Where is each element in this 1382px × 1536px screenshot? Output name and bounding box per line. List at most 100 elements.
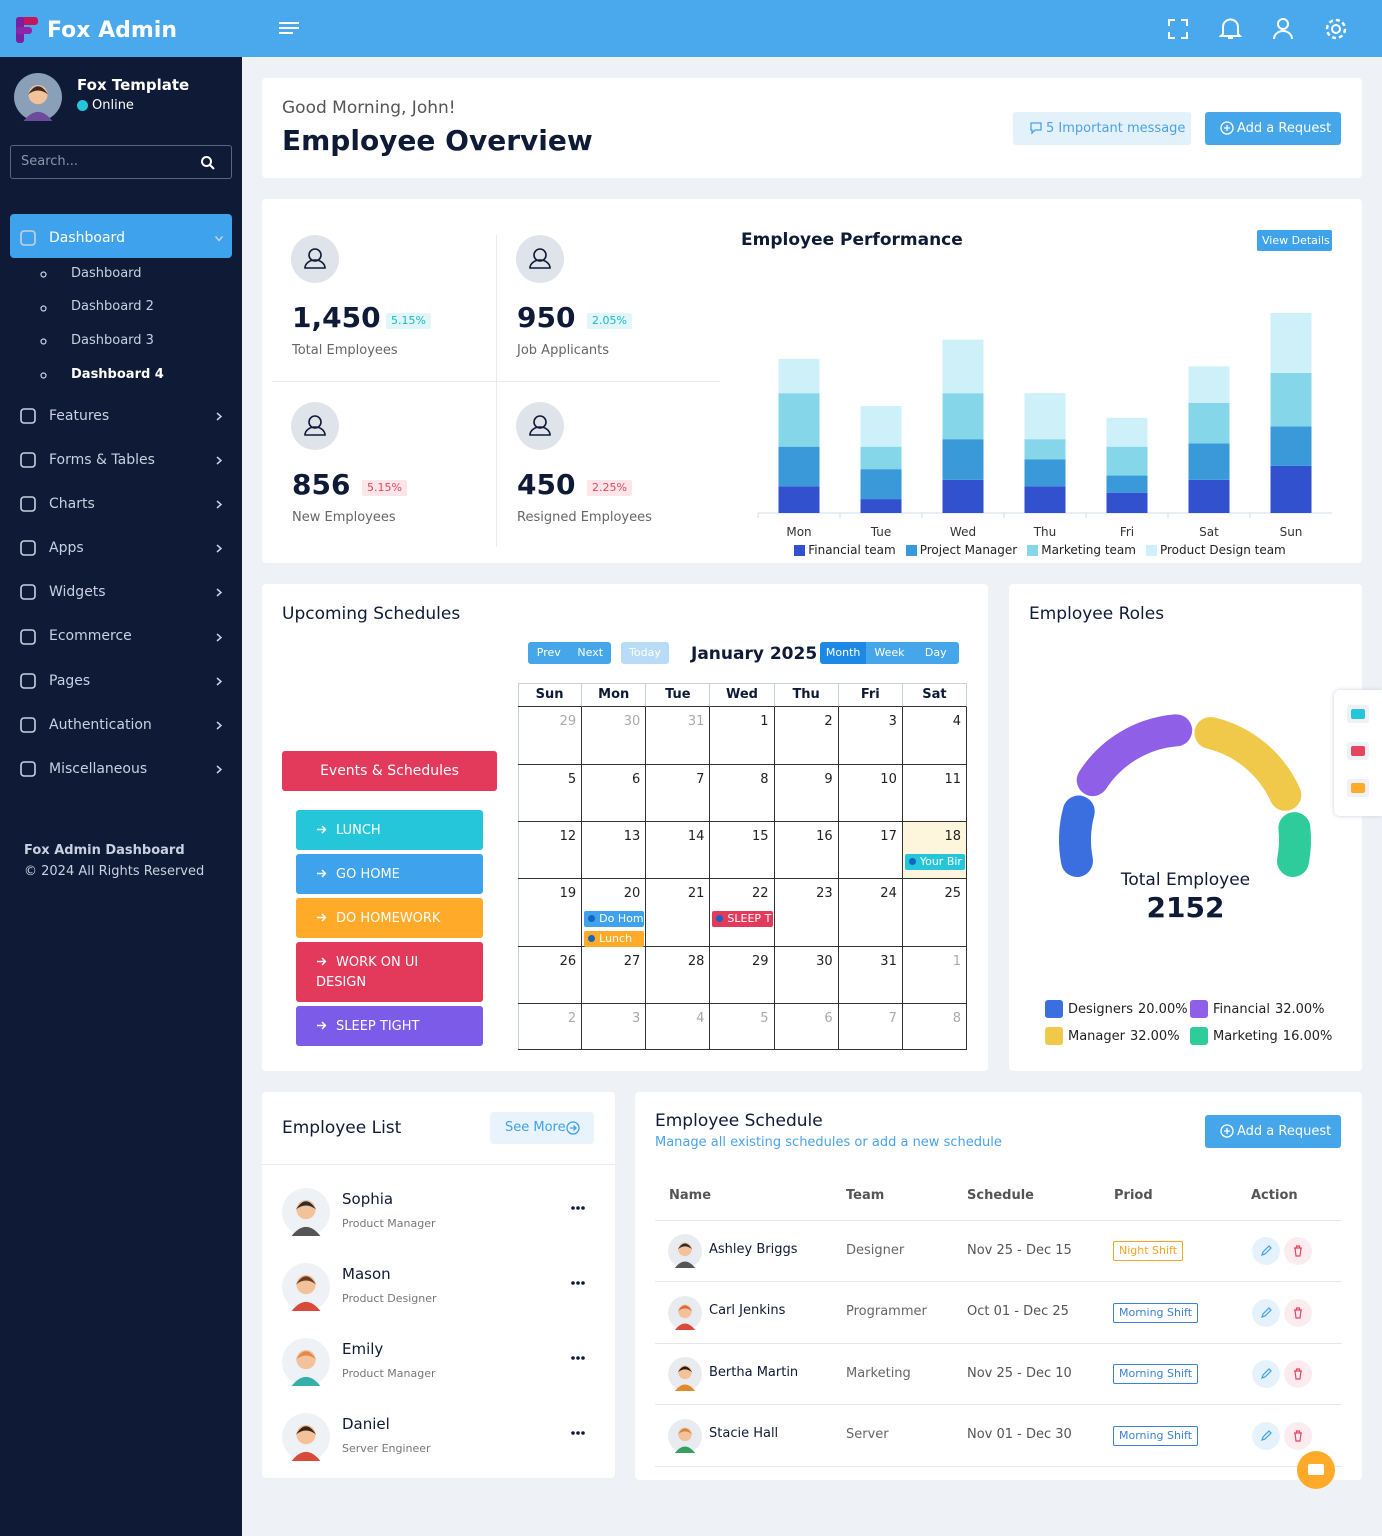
message-button[interactable]: 5 Important message (1013, 112, 1191, 145)
calendar-event[interactable]: Your Bir (904, 854, 965, 870)
calendar-day[interactable]: 9 (774, 765, 839, 822)
calendar-day[interactable]: 2 (774, 707, 839, 765)
more-button[interactable] (571, 1431, 585, 1435)
calendar-day[interactable]: 24 (838, 879, 903, 947)
calendar-day[interactable]: 1 (710, 707, 775, 765)
calendar-view-button[interactable]: Day (912, 642, 959, 664)
calendar-day[interactable]: 11 (902, 765, 967, 822)
calendar-day[interactable]: 2 (518, 1004, 583, 1050)
calendar-day[interactable]: 5 (518, 765, 583, 822)
event-chip[interactable]: LUNCH (296, 810, 483, 850)
calendar-day[interactable]: 7 (838, 1004, 903, 1050)
calendar-day[interactable]: 21 (646, 879, 711, 947)
delete-button[interactable] (1284, 1298, 1312, 1327)
more-button[interactable] (571, 1281, 585, 1285)
calendar-day[interactable]: 10 (838, 765, 903, 822)
calendar-day[interactable]: 13 (582, 822, 647, 879)
calendar-view-button[interactable]: Month (820, 642, 867, 664)
more-button[interactable] (571, 1356, 585, 1360)
menu-item[interactable]: Pages (49, 672, 91, 689)
profile-button[interactable] (1273, 18, 1293, 40)
notification-button[interactable] (1218, 18, 1243, 40)
calendar-day[interactable]: 29 (518, 707, 583, 765)
submenu-item[interactable]: Dashboard (71, 265, 142, 281)
add-request-button[interactable]: Add a Request (1205, 1115, 1341, 1148)
calendar-day[interactable]: 3 (582, 1004, 647, 1050)
calendar-day[interactable]: 23 (774, 879, 839, 947)
calendar-today-button[interactable]: Today (621, 642, 669, 664)
calendar-day[interactable]: 25 (902, 879, 967, 947)
edit-button[interactable] (1252, 1421, 1280, 1450)
calendar-day[interactable]: 6 (582, 765, 647, 822)
fullscreen-button[interactable] (1168, 19, 1188, 39)
menu-item[interactable]: Widgets (49, 584, 106, 601)
see-more-button[interactable]: See More (490, 1112, 594, 1144)
calendar-day[interactable]: 17 (838, 822, 903, 879)
event-chip[interactable]: WORK ON UI DESIGN (296, 942, 483, 1002)
menu-item[interactable]: Forms & Tables (49, 452, 155, 468)
calendar-day[interactable]: 30 (582, 707, 647, 765)
edit-button[interactable] (1252, 1360, 1280, 1388)
calendar-event[interactable]: Lunch (584, 931, 645, 947)
calendar-day[interactable]: 14 (646, 822, 711, 879)
calendar-day[interactable]: 8 (710, 765, 775, 822)
calendar-day[interactable]: 16 (774, 822, 839, 879)
events-button[interactable]: Events & Schedules (282, 751, 497, 791)
submenu-item[interactable]: Dashboard 4 (71, 366, 164, 382)
menu-item[interactable]: Charts (49, 496, 95, 513)
event-chip[interactable]: SLEEP TIGHT (296, 1006, 483, 1046)
calendar-day[interactable]: 15 (710, 822, 775, 879)
calendar-day[interactable]: 27 (582, 947, 647, 1004)
calendar-day[interactable]: 8 (902, 1004, 967, 1050)
menu-item[interactable]: Apps (49, 540, 84, 557)
calendar-day[interactable]: 29 (710, 947, 775, 1004)
menu-item-active[interactable] (10, 214, 232, 258)
calendar-day[interactable]: 6 (774, 1004, 839, 1050)
chat-button[interactable] (1297, 1451, 1335, 1489)
panel-button[interactable] (1347, 705, 1369, 723)
calendar-day[interactable]: 31 (838, 947, 903, 1004)
menu-item[interactable]: Ecommerce (49, 628, 132, 645)
submenu-item[interactable]: Dashboard 3 (71, 332, 154, 348)
calendar-day[interactable]: 18 Your Bir (902, 822, 967, 879)
request-button[interactable]: Add a Request (1205, 112, 1341, 145)
calendar-day[interactable]: 5 (710, 1004, 775, 1050)
calendar-day[interactable]: 4 (646, 1004, 711, 1050)
edit-button[interactable] (1252, 1298, 1280, 1327)
menu-toggle[interactable] (279, 21, 299, 37)
calendar-nav-button[interactable]: Prev (528, 642, 570, 664)
calendar-day[interactable]: 20 Do Hom Lunch (582, 879, 647, 947)
search-box[interactable] (10, 145, 232, 179)
calendar-day[interactable]: 22 SLEEP T (710, 879, 775, 947)
event-chip[interactable]: GO HOME (296, 854, 483, 894)
calendar-day[interactable]: 26 (518, 947, 583, 1004)
calendar-day[interactable]: 3 (838, 707, 903, 765)
calendar-day[interactable]: 28 (646, 947, 711, 1004)
calendar-day[interactable]: 31 (646, 707, 711, 765)
calendar-day[interactable]: 1 (902, 947, 967, 1004)
more-button[interactable] (571, 1206, 585, 1210)
panel-button[interactable] (1347, 779, 1369, 797)
menu-item[interactable]: Authentication (49, 716, 152, 733)
calendar-day[interactable]: 19 (518, 879, 583, 947)
calendar-event[interactable]: Do Hom (584, 911, 645, 927)
calendar-day[interactable]: 12 (518, 822, 583, 879)
calendar-day[interactable]: 4 (902, 707, 967, 765)
calendar-nav-button[interactable]: Next (569, 642, 611, 664)
calendar-view-button[interactable]: Week (866, 642, 913, 664)
event-chip[interactable]: DO HOMEWORK (296, 898, 483, 938)
edit-button[interactable] (1252, 1237, 1280, 1265)
panel-button[interactable] (1347, 742, 1369, 760)
submenu-item[interactable]: Dashboard 2 (71, 299, 154, 315)
menu-item[interactable]: Features (49, 407, 110, 424)
calendar-event[interactable]: SLEEP T (712, 911, 773, 927)
delete-button[interactable] (1284, 1360, 1312, 1388)
calendar-day[interactable]: 30 (774, 947, 839, 1004)
calendar-day[interactable]: 7 (646, 765, 711, 822)
menu-item[interactable]: Dashboard (49, 229, 125, 246)
view-details-button[interactable]: View Details (1257, 230, 1332, 251)
delete-button[interactable] (1284, 1237, 1312, 1265)
delete-button[interactable] (1284, 1421, 1312, 1450)
menu-item[interactable]: Miscellaneous (49, 760, 148, 777)
settings-button[interactable] (1325, 18, 1347, 40)
